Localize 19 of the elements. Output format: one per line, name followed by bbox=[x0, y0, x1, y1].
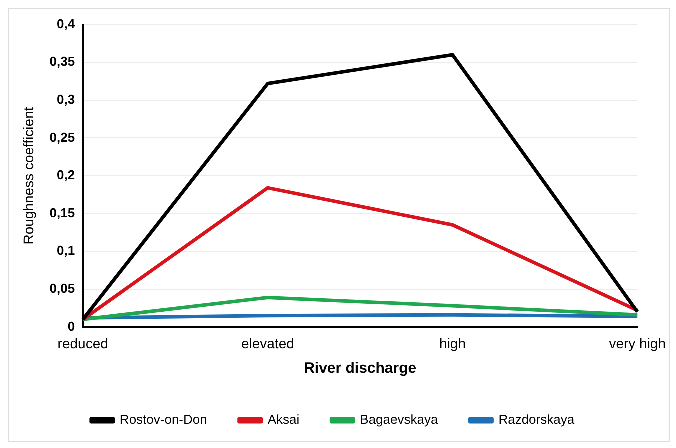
legend-label: Aksai bbox=[268, 412, 300, 428]
y-tick-label: 0,1 bbox=[57, 243, 76, 258]
x-tick-label: elevated bbox=[241, 335, 294, 352]
y-tick-label: 0,25 bbox=[50, 130, 76, 145]
y-axis-title: Roughness coefficient bbox=[20, 107, 36, 245]
y-tick-label: 0,15 bbox=[50, 205, 76, 220]
y-tick-label: 0,4 bbox=[57, 16, 76, 32]
x-tick-label: reduced bbox=[58, 335, 108, 352]
y-tick-label: 0,35 bbox=[50, 54, 76, 70]
y-tick-label: 0,3 bbox=[57, 92, 76, 107]
legend-label: Bagaevskaya bbox=[360, 412, 439, 428]
y-tick-label: 0,2 bbox=[57, 168, 76, 183]
x-axis-title: River discharge bbox=[304, 360, 417, 378]
legend-label: Razdorskaya bbox=[498, 412, 576, 428]
y-tick-label: 0,05 bbox=[50, 280, 76, 296]
x-tick-label: high bbox=[440, 335, 466, 352]
y-tick-label: 0 bbox=[68, 318, 76, 334]
x-tick-label: very high bbox=[609, 335, 666, 352]
legend-label: Rostov-on-Don bbox=[120, 412, 208, 428]
